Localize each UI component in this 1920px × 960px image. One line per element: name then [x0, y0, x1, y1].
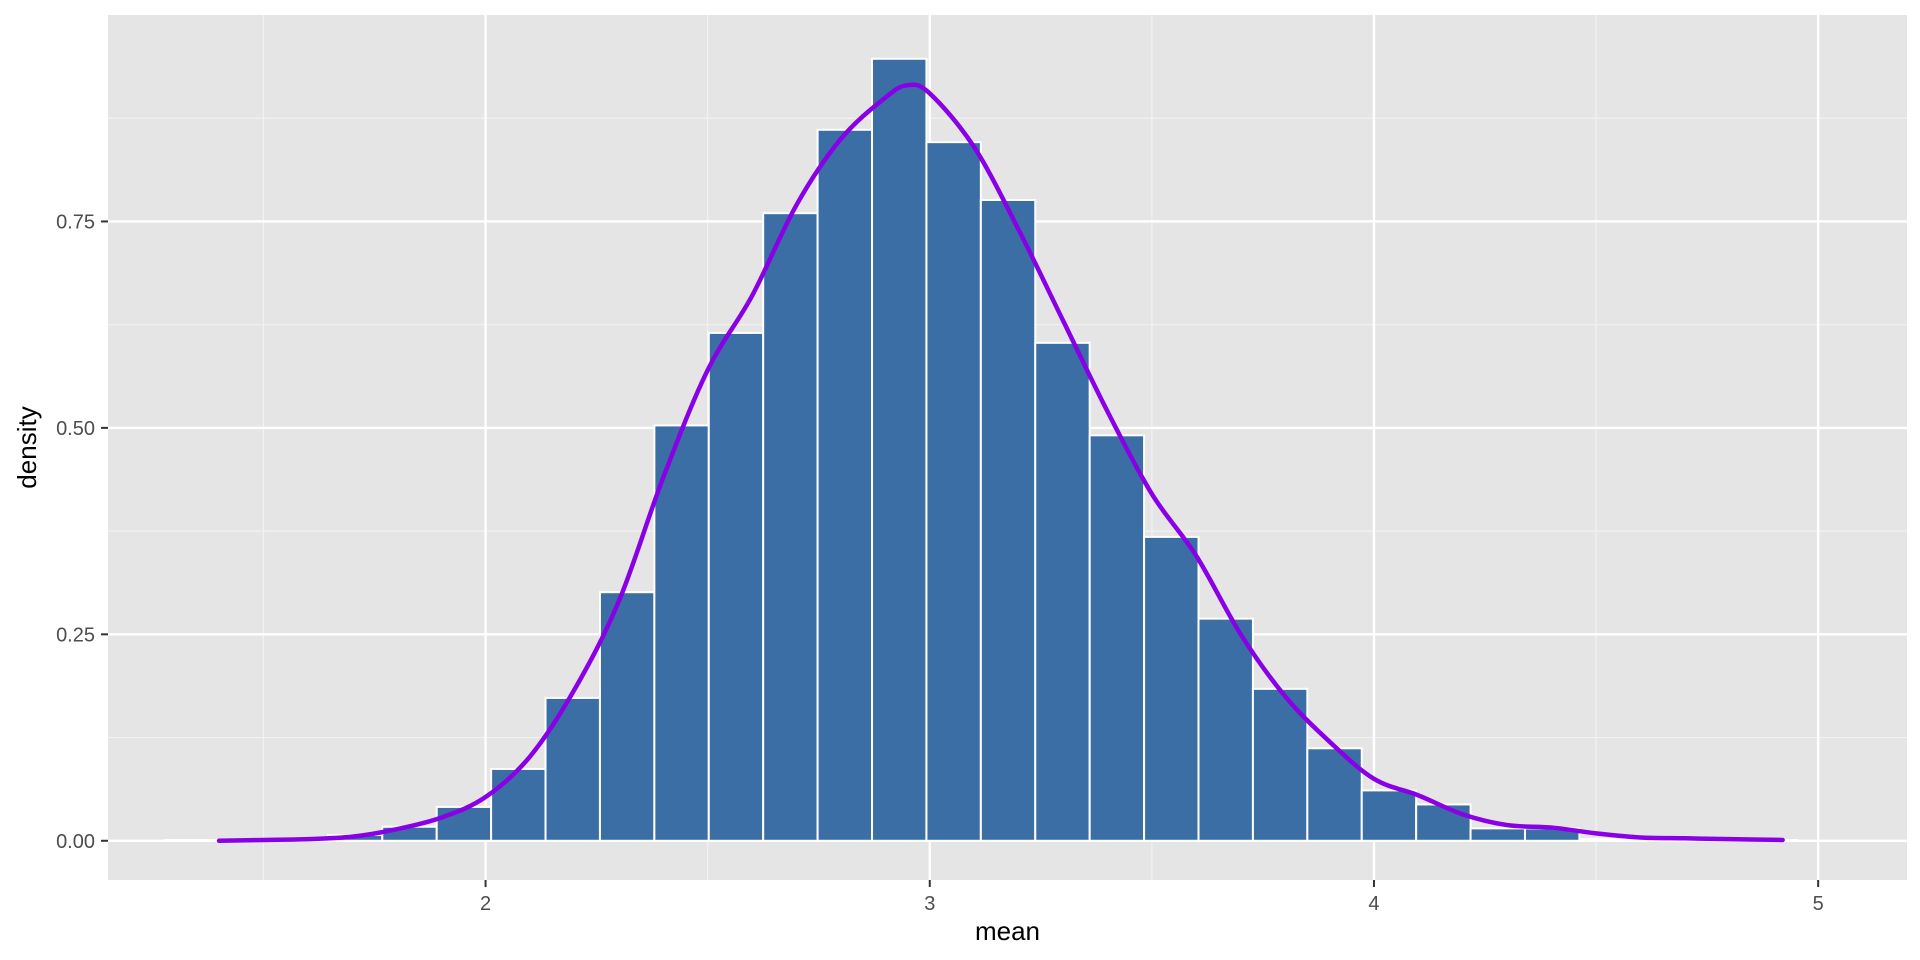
histogram-bar	[1143, 535, 1200, 842]
density-curve	[216, 82, 1785, 844]
histogram-bar	[762, 212, 819, 842]
y-axis-title: density	[12, 406, 42, 488]
histogram-bar	[490, 767, 547, 842]
x-tick-label: 2	[480, 893, 491, 915]
histogram-bar	[1469, 827, 1526, 842]
x-axis-title: mean	[975, 916, 1040, 946]
histogram-bar	[163, 838, 221, 842]
histogram-bar	[1578, 838, 1635, 842]
histogram-bar	[1197, 617, 1254, 842]
histogram-bar	[707, 331, 765, 842]
histogram-bar	[1360, 789, 1418, 842]
histogram-bar	[979, 198, 1037, 842]
histogram-bar	[544, 696, 601, 842]
x-tick-label: 4	[1368, 893, 1379, 915]
x-axis: 2 3 4 5	[480, 880, 1824, 915]
y-tick-label: 0.50	[56, 418, 95, 440]
y-axis: 0.00 0.25 0.50 0.75	[56, 211, 108, 853]
histogram-bar	[598, 591, 656, 842]
histogram-bar	[1415, 803, 1472, 842]
histogram-bar	[1034, 341, 1091, 842]
histogram-bar	[816, 128, 874, 842]
histogram-bar	[653, 424, 710, 842]
x-tick-label: 5	[1813, 893, 1824, 915]
x-tick-label: 3	[924, 893, 935, 915]
histogram-bar	[1088, 434, 1146, 842]
y-tick-label: 0.75	[56, 211, 95, 233]
histogram-bar	[435, 805, 493, 842]
y-tick-label: 0.00	[56, 831, 95, 853]
histogram-bars	[163, 57, 1799, 842]
histogram-bar	[925, 141, 982, 842]
histogram-bar	[871, 57, 928, 842]
y-tick-label: 0.25	[56, 624, 95, 646]
